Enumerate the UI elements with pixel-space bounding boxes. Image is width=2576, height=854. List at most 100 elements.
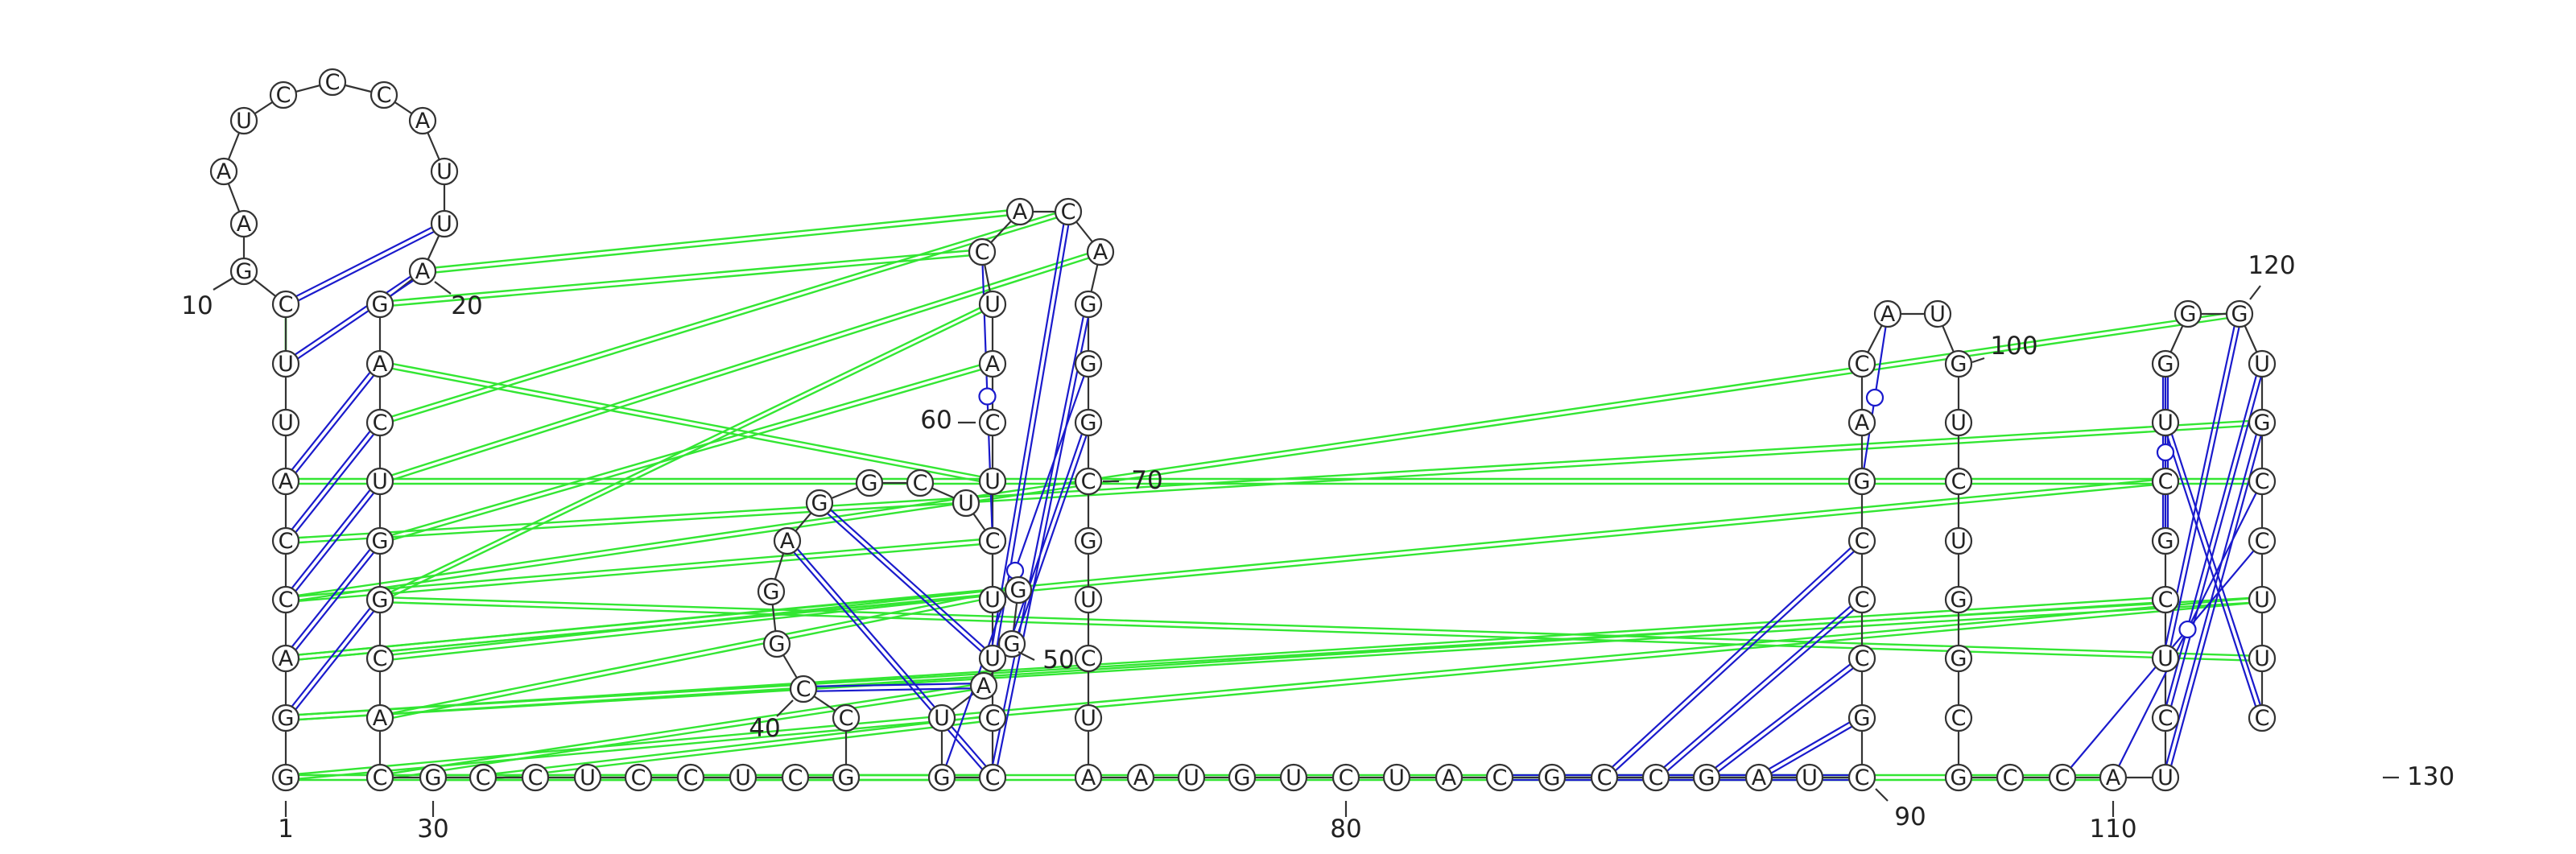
nucleotide-83: A — [1435, 763, 1463, 792]
nucleotide-31: C — [469, 763, 497, 792]
number-label-10: 10 — [181, 291, 213, 320]
number-label-30: 30 — [417, 815, 448, 844]
nucleotide-letter-40: C — [796, 677, 811, 702]
nucleotide-46: C — [906, 468, 935, 497]
nucleotide-19: U — [430, 209, 459, 238]
tertiary-interaction-strand-20-65 — [422, 212, 1021, 275]
base-pair-strand-44-57 — [820, 500, 995, 658]
nucleotide-75: U — [1074, 703, 1103, 732]
nucleotide-85: G — [1538, 763, 1567, 792]
nucleotide-124: C — [2248, 467, 2277, 496]
nucleotide-113: C — [2151, 703, 2180, 732]
nucleotide-112: U — [2151, 763, 2180, 792]
nucleotide-88: G — [1692, 763, 1721, 792]
nucleotide-letter-124: C — [2255, 469, 2270, 494]
nucleotide-50: G — [1004, 576, 1033, 604]
wobble-pair-marker-59-64 — [978, 387, 997, 406]
nucleotide-100: U — [1923, 299, 1952, 328]
tertiary-interaction-strand-21-64 — [379, 253, 983, 308]
nucleotide-letter-104: U — [1951, 529, 1967, 554]
nucleotide-letter-116: G — [2157, 529, 2174, 554]
nucleotide-letter-30: G — [425, 765, 442, 790]
number-label-90: 90 — [1894, 802, 1926, 831]
tertiary-interaction-strand-24-67 — [379, 253, 1101, 485]
nucleotide-letter-72: G — [1080, 529, 1097, 554]
nucleotide-letter-61: C — [985, 410, 1001, 435]
nucleotide-letter-10: G — [236, 259, 253, 284]
base-pair-strand-2-26 — [283, 597, 379, 717]
number-tick-100 — [1971, 357, 1985, 364]
nucleotide-letter-114: U — [2157, 646, 2174, 671]
nucleotide-126: U — [2248, 585, 2277, 614]
nucleotide-34: C — [624, 763, 653, 792]
nucleotide-letter-6: A — [279, 469, 294, 494]
base-pair-44-57 — [817, 504, 992, 662]
nucleotide-letter-39: C — [839, 706, 854, 731]
base-pair-strand-86-95 — [1602, 538, 1861, 777]
tertiary-interaction-strand-4-48 — [285, 542, 993, 604]
base-pair-8-20 — [287, 272, 425, 367]
tertiary-interaction-28-50 — [379, 586, 1019, 717]
tertiary-interaction-29-52 — [379, 682, 985, 777]
nucleotide-letter-64: C — [975, 240, 990, 265]
nucleotide-4: C — [271, 585, 300, 614]
tertiary-interaction-23-66 — [379, 208, 1069, 422]
nucleotide-76: A — [1074, 763, 1103, 792]
nucleotide-letter-45: G — [861, 471, 878, 496]
nucleotide-17: A — [408, 106, 437, 135]
nucleotide-53: U — [927, 703, 956, 732]
base-pair-40-52 — [803, 687, 985, 693]
nucleotide-25: G — [365, 526, 394, 555]
nucleotide-letter-51: G — [1004, 632, 1021, 657]
base-pair-strand-8-20 — [283, 268, 422, 363]
nucleotide-letter-36: U — [735, 765, 751, 790]
nucleotide-letter-108: G — [1951, 765, 1967, 790]
nucleotide-letter-115: C — [2158, 588, 2174, 613]
tertiary-interaction-strand-2-126 — [285, 600, 2263, 722]
nucleotide-letter-76: A — [1081, 765, 1096, 790]
base-pair-43-55 — [784, 542, 992, 780]
nucleotide-57: U — [978, 644, 1007, 673]
nucleotide-64: C — [968, 237, 997, 266]
nucleotide-120: G — [2174, 299, 2202, 328]
nucleotide-letter-13: U — [236, 109, 252, 134]
nucleotide-79: G — [1228, 763, 1257, 792]
nucleotide-letter-65: A — [1013, 200, 1028, 225]
nucleotide-55: C — [978, 763, 1007, 792]
nucleotide-letter-98: C — [1855, 352, 1870, 377]
nucleotide-letter-93: C — [1855, 646, 1870, 671]
nucleotide-45: G — [855, 468, 884, 497]
nucleotide-letter-47: U — [958, 491, 974, 516]
nucleotide-letter-71: C — [1081, 469, 1096, 494]
nucleotide-22: A — [365, 349, 394, 378]
nucleotide-letter-41: G — [769, 632, 786, 657]
nucleotide-letter-58: U — [985, 588, 1001, 613]
nucleotide-127: U — [2248, 644, 2277, 673]
base-pair-strand-51-70 — [1009, 421, 1088, 644]
nucleotide-5: C — [271, 526, 300, 555]
nucleotide-letter-69: G — [1080, 352, 1097, 377]
nucleotide-letter-92: G — [1854, 706, 1871, 731]
base-pair-112-123 — [2166, 423, 2265, 779]
nucleotide-letter-35: C — [683, 765, 699, 790]
nucleotide-44: G — [805, 489, 834, 518]
nucleotide-letter-103: C — [1951, 469, 1967, 494]
tertiary-interaction-strand-23-66 — [379, 212, 1069, 427]
number-tick-20 — [434, 281, 452, 295]
tertiary-interaction-26-63 — [379, 300, 993, 599]
nucleotide-letter-128: C — [2255, 706, 2270, 731]
base-pair-strand-112-123 — [2162, 421, 2261, 778]
nucleotide-20: A — [408, 257, 437, 286]
nucleotide-108: G — [1944, 763, 1973, 792]
nucleotide-12: A — [209, 157, 238, 186]
nucleotide-65: A — [1005, 197, 1034, 226]
base-pair-layer — [283, 211, 2265, 782]
tertiary-interaction-strand-22-60 — [379, 365, 993, 485]
base-pair-strand-88-93 — [1704, 655, 1861, 777]
nucleotide-106: G — [1944, 644, 1973, 673]
nucleotide-103: C — [1944, 467, 1973, 496]
nucleotide-letter-87: C — [1649, 765, 1664, 790]
tertiary-interaction-layer — [284, 208, 2263, 782]
